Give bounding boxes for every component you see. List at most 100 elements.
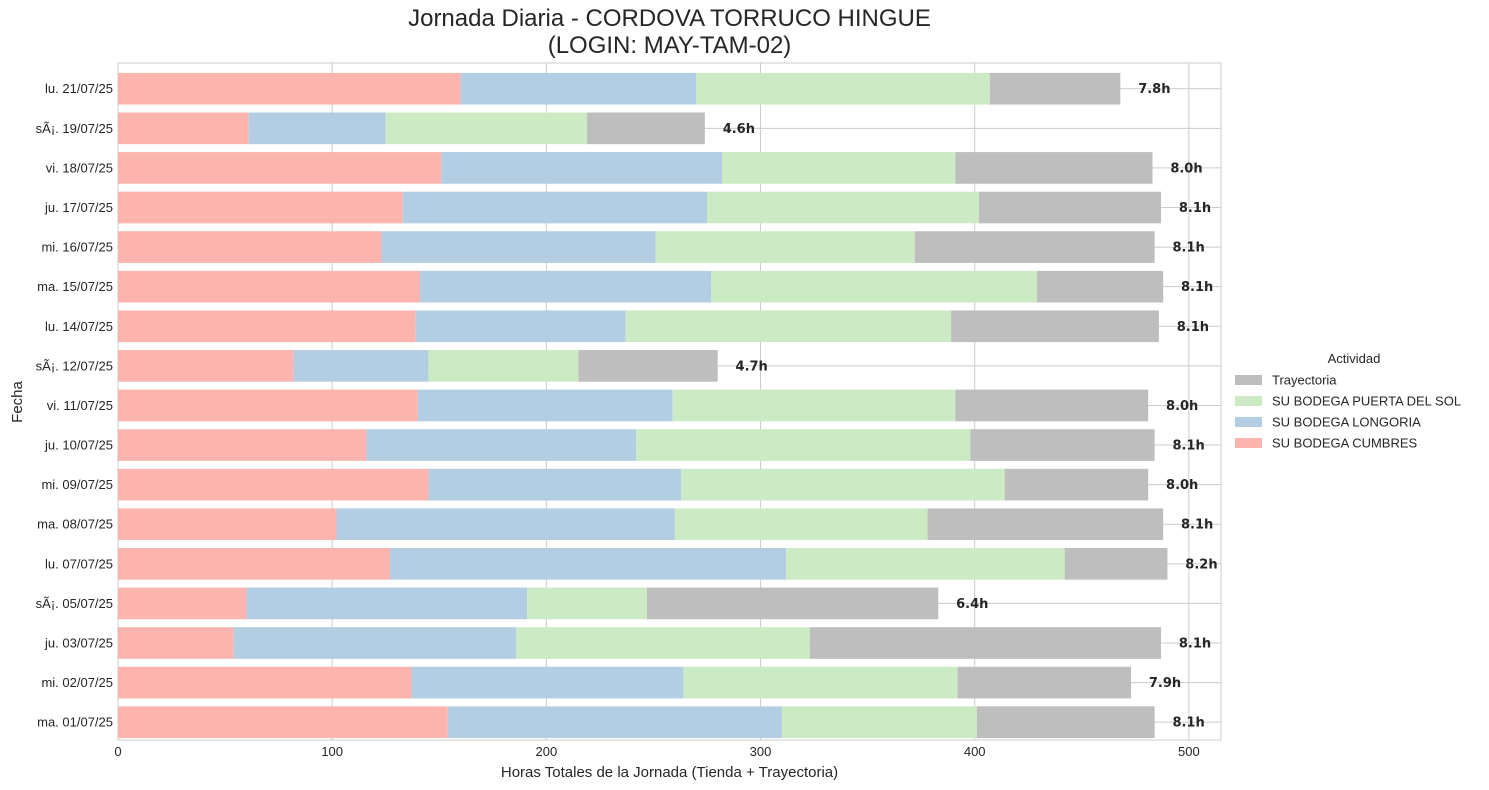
legend-swatch	[1235, 438, 1262, 448]
total-label: 6.4h	[956, 597, 988, 612]
total-label: 4.7h	[736, 359, 768, 374]
bar-segment	[683, 666, 958, 699]
bar-segment	[411, 666, 684, 699]
bar-segment	[781, 706, 977, 739]
legend: Actividad Trayectoria SU BODEGA PUERTA DE…	[1235, 351, 1461, 451]
y-tick-label: ju. 10/07/25	[44, 438, 113, 453]
bar-segment	[118, 508, 337, 541]
bar-segment	[957, 666, 1132, 699]
y-tick-label: ju. 17/07/25	[44, 200, 113, 215]
bar-segment	[428, 350, 579, 382]
legend-swatch	[1235, 396, 1262, 406]
y-tick-label: ma. 15/07/25	[37, 279, 113, 294]
x-tick-label: 0	[114, 744, 121, 759]
legend-label: SU BODEGA PUERTA DEL SOL	[1272, 394, 1461, 409]
y-tick-label: vi. 18/07/25	[46, 160, 113, 175]
bar-segment	[402, 191, 707, 224]
chart-title: Jornada Diaria - CORDOVA TORRUCO HINGUE …	[118, 5, 1221, 59]
y-tick-label: lu. 21/07/25	[45, 81, 113, 96]
bar-segment	[336, 508, 675, 541]
bar-segment	[118, 547, 391, 580]
total-labels: 7.8h 4.6h 8.0h 8.1h 8.1h 8.1h 8.1h 4.7h 8.0h 8.1h…	[723, 82, 1218, 730]
bar-segment	[578, 350, 718, 382]
legend-label: SU BODEGA CUMBRES	[1272, 436, 1418, 451]
total-label: 8.0h	[1170, 161, 1202, 176]
bar-segment	[118, 468, 429, 501]
bar-segment	[786, 547, 1065, 580]
bar-segment	[233, 627, 517, 659]
bar-segment	[118, 706, 448, 739]
bar-segment	[516, 627, 810, 659]
total-label: 8.1h	[1172, 241, 1204, 256]
bar-segment	[390, 547, 787, 580]
chart-title-line-1: Jornada Diaria - CORDOVA TORRUCO HINGUE	[408, 5, 931, 32]
bar-segment	[415, 310, 626, 343]
bar-segment	[1036, 270, 1164, 303]
bar-segment	[417, 389, 673, 422]
bar-segment	[118, 231, 382, 263]
y-tick-label: vi. 11/07/25	[47, 398, 113, 413]
bar-segment	[655, 231, 915, 263]
bar-segment	[293, 350, 429, 382]
bar-segment	[625, 310, 952, 343]
y-tick-label: sÃ¡. 19/07/25	[36, 121, 113, 136]
bar-segment	[366, 429, 637, 461]
x-tick-label: 200	[535, 744, 557, 759]
legend-title: Actividad	[1328, 351, 1381, 366]
bar-segment	[914, 231, 1155, 263]
bar-segment	[951, 310, 1159, 343]
legend-label: SU BODEGA LONGORIA	[1272, 415, 1421, 430]
bar-segment	[118, 310, 416, 343]
x-tick-labels: 0 100 200 300 400 500	[114, 744, 1199, 759]
bar-segment	[976, 706, 1155, 739]
bar-segment	[118, 429, 367, 461]
y-tick-label: lu. 14/07/25	[45, 319, 113, 334]
bar-segment	[674, 508, 928, 541]
total-label: 8.1h	[1177, 320, 1209, 335]
bar-segment	[1064, 547, 1168, 580]
y-tick-label: sÃ¡. 05/07/25	[36, 596, 113, 611]
bar-segment	[681, 468, 1005, 501]
total-label: 8.0h	[1166, 478, 1198, 493]
bar-segment	[978, 191, 1162, 224]
bar-segment	[118, 389, 418, 422]
bar-segment	[428, 468, 682, 501]
bar-segment	[955, 152, 1153, 184]
chart-title-line-2: (LOGIN: MAY-TAM-02)	[547, 32, 792, 59]
bar-segment	[441, 152, 722, 184]
total-label: 8.2h	[1185, 557, 1217, 572]
bar-segment	[118, 72, 461, 105]
x-tick-label: 300	[750, 744, 772, 759]
total-label: 4.6h	[723, 122, 755, 137]
bar-segment	[118, 152, 442, 184]
legend-swatch	[1235, 417, 1262, 427]
y-tick-label: mi. 16/07/25	[41, 240, 113, 255]
total-label: 8.1h	[1181, 518, 1213, 533]
y-tick-label: sÃ¡. 12/07/25	[36, 358, 113, 373]
bar-segment	[118, 191, 403, 224]
bar-segment	[385, 112, 588, 145]
bar-segment	[587, 112, 705, 145]
legend-label: Trayectoria	[1272, 373, 1337, 388]
bar-segment	[419, 270, 712, 303]
bar-segment	[809, 627, 1162, 659]
bar-segment	[1004, 468, 1149, 501]
total-label: 8.1h	[1179, 201, 1211, 216]
total-label: 7.8h	[1138, 82, 1170, 97]
total-label: 8.1h	[1172, 439, 1204, 454]
y-tick-label: mi. 02/07/25	[41, 675, 113, 690]
x-tick-label: 100	[321, 744, 343, 759]
total-label: 8.1h	[1172, 716, 1204, 731]
bar-segment	[248, 112, 386, 145]
bar-segment	[711, 270, 1037, 303]
y-tick-label: ma. 08/07/25	[37, 517, 113, 532]
bar-segment	[672, 389, 956, 422]
total-label: 7.9h	[1149, 676, 1181, 691]
x-axis-label: Horas Totales de la Jornada (Tienda + Tr…	[501, 764, 838, 781]
bar-segment	[721, 152, 956, 184]
bar-segment	[118, 587, 247, 620]
bar-segment	[696, 72, 990, 105]
total-label: 8.0h	[1166, 399, 1198, 414]
bar-segment	[246, 587, 528, 620]
y-axis-label: Fecha	[9, 381, 26, 423]
